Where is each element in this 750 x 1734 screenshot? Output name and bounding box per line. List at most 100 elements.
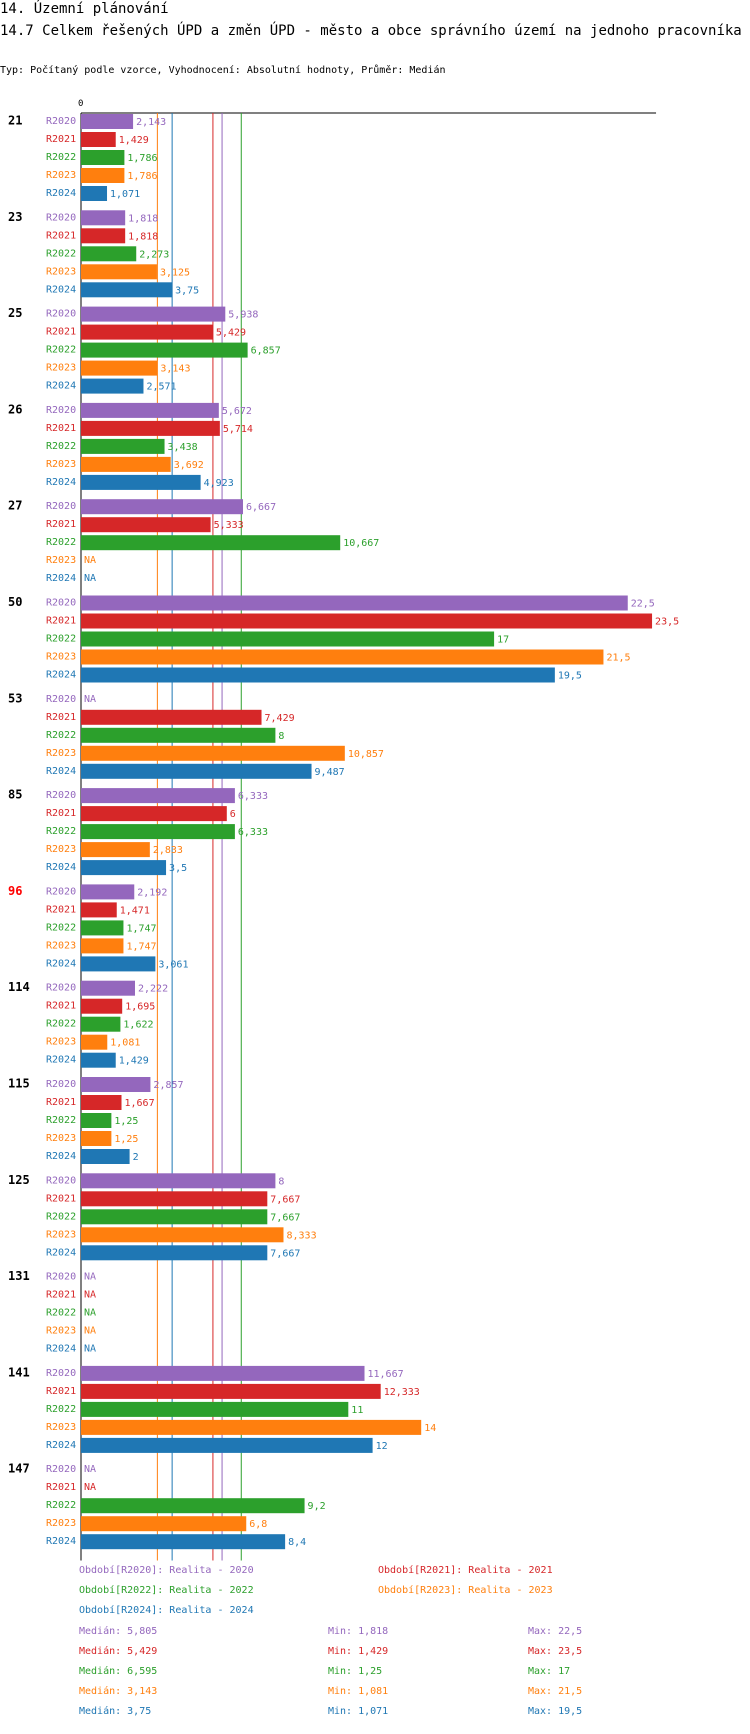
bar (81, 1401, 349, 1417)
value-label: 3,438 (168, 442, 198, 453)
bar (81, 186, 108, 201)
series-label: R2024 (46, 188, 76, 199)
bar (81, 806, 227, 822)
value-label: 3,061 (158, 959, 188, 970)
value-label: 23,5 (655, 617, 679, 628)
value-label: 2,143 (136, 117, 166, 128)
bar (81, 1016, 121, 1032)
bar (81, 210, 126, 226)
bar (81, 1191, 268, 1207)
bar (81, 360, 158, 376)
bar (81, 884, 135, 900)
bar (81, 1383, 381, 1399)
bar (81, 132, 116, 147)
value-label: 21,5 (606, 653, 630, 664)
series-label: R2024 (46, 1344, 76, 1355)
series-label: R2021 (46, 519, 76, 530)
series-label: R2023 (46, 266, 76, 277)
value-label: 5,714 (223, 424, 253, 435)
series-label: R2020 (46, 1272, 76, 1283)
series-label: R2022 (46, 1308, 76, 1319)
category-label: 26 (8, 402, 22, 416)
series-label: R2023 (46, 1422, 76, 1433)
value-label: 7,667 (270, 1248, 300, 1259)
bar (81, 613, 653, 629)
axis-zero-label: 0 (78, 99, 83, 109)
bar (81, 902, 117, 918)
value-label: NA (84, 1326, 96, 1337)
series-label: R2021 (46, 904, 76, 915)
value-label: 9,2 (308, 1501, 326, 1512)
value-label: 1,747 (126, 923, 156, 934)
series-label: R2021 (46, 1193, 76, 1204)
value-label: NA (84, 1272, 96, 1283)
series-label: R2022 (46, 826, 76, 837)
value-label: 2,192 (137, 887, 167, 898)
bar (81, 246, 137, 262)
stat-median: Medián: 6,595 (79, 1665, 157, 1677)
series-label: R2021 (46, 230, 76, 241)
series-label: R2023 (46, 1037, 76, 1048)
series-label: R2021 (46, 616, 76, 627)
series-label: R2024 (46, 670, 76, 681)
bar (81, 1437, 373, 1453)
category-label: 96 (8, 884, 22, 898)
bar (81, 1173, 276, 1189)
series-label: R2020 (46, 1368, 76, 1379)
series-label: R2023 (46, 940, 76, 951)
value-label: 2,273 (139, 249, 169, 260)
value-label: 6,667 (246, 502, 276, 513)
series-label: R2021 (46, 327, 76, 338)
value-label: 2,222 (138, 984, 168, 995)
bar (81, 499, 244, 515)
series-label: R2022 (46, 537, 76, 548)
bar (81, 1077, 151, 1092)
value-label: NA (84, 1308, 96, 1319)
bar (81, 150, 125, 165)
category-label: 147 (8, 1462, 30, 1476)
bar (81, 378, 144, 394)
bar (81, 956, 156, 972)
series-label: R2023 (46, 1229, 76, 1240)
bar (81, 342, 248, 358)
bar (81, 709, 262, 725)
bar (81, 1131, 112, 1146)
value-label: NA (84, 1290, 96, 1301)
series-label: R2020 (46, 1079, 76, 1090)
category-label: 115 (8, 1077, 30, 1091)
series-label: R2024 (46, 1247, 76, 1258)
category-label: 23 (8, 210, 22, 224)
bar (81, 860, 167, 876)
series-label: R2021 (46, 134, 76, 145)
value-label: 6,8 (249, 1519, 267, 1530)
series-label: R2021 (46, 1386, 76, 1397)
series-label: R2021 (46, 1097, 76, 1108)
category-label: 27 (8, 499, 22, 513)
value-label: 22,5 (631, 599, 655, 610)
value-label: 11,667 (368, 1369, 404, 1380)
series-label: R2023 (46, 1133, 76, 1144)
stat-min: Min: 1,429 (328, 1646, 388, 1657)
value-label: 5,672 (222, 406, 252, 417)
value-label: 2,571 (146, 382, 176, 393)
series-label: R2022 (46, 441, 76, 452)
bar (81, 998, 123, 1014)
value-label: 1,818 (128, 231, 158, 242)
value-label: NA (84, 694, 96, 705)
value-label: NA (84, 1464, 96, 1475)
value-label: 1,622 (123, 1020, 153, 1031)
value-label: 19,5 (558, 671, 582, 682)
series-label: R2022 (46, 1404, 76, 1415)
series-label: R2023 (46, 748, 76, 759)
bar (81, 306, 226, 322)
series-label: R2024 (46, 1151, 76, 1162)
value-label: NA (84, 1482, 96, 1493)
series-label: R2024 (46, 958, 76, 969)
category-label: 131 (8, 1269, 30, 1283)
value-label: 3,125 (160, 267, 190, 278)
bar (81, 1245, 268, 1261)
bar (81, 1034, 108, 1050)
series-label: R2021 (46, 712, 76, 723)
category-label: 125 (8, 1173, 30, 1187)
bar (81, 745, 345, 761)
